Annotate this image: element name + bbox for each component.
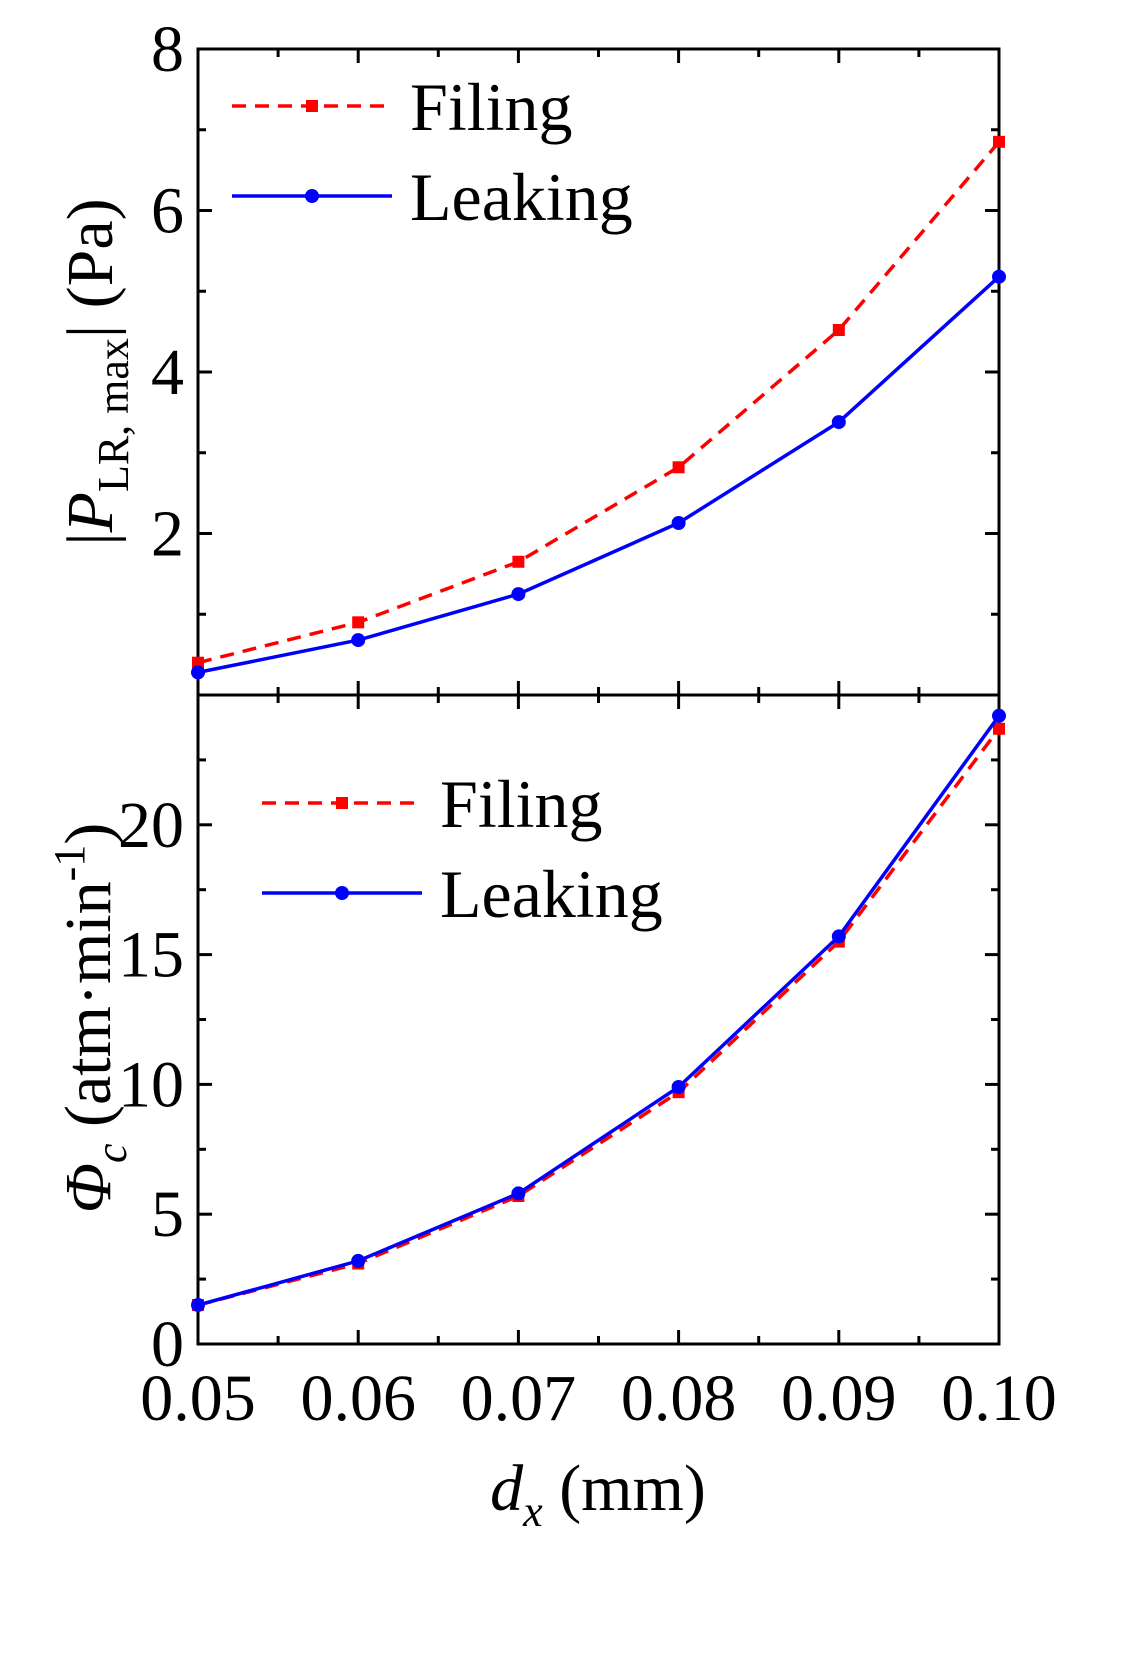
bottom-series-leaking-line	[197, 714, 1001, 1307]
bottom-series-leaking-point	[831, 929, 846, 944]
bottom-y-axis-title: Φc (atm·min-1)	[45, 823, 136, 1214]
top-series-filing-point	[993, 135, 1005, 148]
top-series-filing-point	[192, 656, 204, 669]
bottom-y-axis-title-superscript: -1	[45, 845, 94, 882]
top-series-filing-point	[352, 616, 365, 629]
bottom-series-leaking-point	[351, 1253, 366, 1268]
bottom-legend-filing-label: Filing	[440, 766, 603, 842]
top-series-filing-point	[672, 461, 685, 474]
top-legend-leaking-label: Leaking	[410, 159, 633, 235]
bottom-x-tick-label: 0.10	[941, 1362, 1057, 1435]
bottom-x-tick-label: 0.07	[461, 1362, 577, 1435]
x-axis-title-subscript: x	[522, 1487, 543, 1536]
top-y-tick-label: 4	[151, 336, 184, 409]
x-axis-title-suffix: (mm)	[543, 1452, 706, 1525]
top-y-tick-label: 2	[151, 498, 184, 571]
x-axis-title: dx (mm)	[490, 1452, 706, 1536]
bottom-x-tick-label: 0.05	[140, 1362, 256, 1435]
bottom-series-leaking-point	[511, 1186, 526, 1201]
bottom-panel: 0 5 10 15 20 0.05 0.06 0.07 0.08 0.09 0.10 Filing Le…	[45, 693, 1057, 1435]
bottom-y-tick-label: 5	[151, 1178, 184, 1251]
top-series-leaking-point	[992, 269, 1006, 284]
bottom-legend-leaking-swatch-marker	[335, 886, 349, 900]
top-series-leaking-line	[197, 275, 1001, 675]
top-series-leaking-point	[191, 665, 205, 680]
x-axis-title-text: dx (mm)	[490, 1452, 706, 1536]
top-y-axis-title-symbol: P	[54, 492, 127, 533]
x-axis-title-symbol: d	[490, 1452, 524, 1525]
bottom-series-leaking-point	[992, 708, 1006, 723]
top-series-leaking-point	[831, 415, 846, 430]
top-y-axis-title: |PLR, max| (Pa)	[54, 198, 138, 545]
bottom-x-tick-label: 0.09	[781, 1362, 897, 1435]
top-legend-filing-label: Filing	[410, 69, 573, 145]
top-series-leaking-point	[511, 587, 526, 602]
top-series-filing-point	[832, 324, 845, 337]
top-y-axis-title-suffix: | (Pa)	[54, 198, 127, 338]
bottom-series-leaking-point	[191, 1298, 205, 1313]
top-legend-leaking-swatch-marker	[305, 189, 319, 203]
top-plot-frame	[196, 47, 1001, 697]
top-y-tick-label: 6	[151, 175, 184, 248]
bottom-y-tick-label: 20	[118, 789, 184, 862]
bottom-series-leaking-point	[671, 1079, 686, 1094]
bottom-series-filing-point	[993, 722, 1005, 735]
bottom-y-axis-title-text: (atm·min	[52, 881, 125, 1143]
bottom-y-tick-label: 0	[151, 1308, 184, 1381]
top-y-tick-label: 8	[151, 13, 184, 86]
top-y-axis-title-subscript: LR, max	[89, 338, 138, 492]
bottom-y-tick-label: 15	[118, 919, 184, 992]
top-y-axis-title-prefix: |	[54, 532, 127, 545]
bottom-series-filing-line	[197, 727, 1001, 1307]
top-panel: 2 4 6 8 Filing Leaking |PLR, max| (Pa)	[54, 13, 1006, 697]
bottom-x-tick-label: 0.06	[300, 1362, 416, 1435]
bottom-legend-filing-swatch-marker	[336, 797, 348, 809]
bottom-x-tick-label: 0.08	[621, 1362, 737, 1435]
top-legend-filing-swatch-marker	[306, 100, 318, 112]
top-series-leaking-point	[351, 633, 366, 648]
bottom-y-tick-label: 10	[118, 1048, 184, 1121]
bottom-y-axis-title-symbol: Φ	[52, 1163, 125, 1213]
top-series-leaking-point	[671, 516, 686, 531]
bottom-y-axis-title-subscript: c	[87, 1143, 136, 1163]
top-series-filing-point	[512, 555, 525, 568]
bottom-y-axis-title-suffix: )	[52, 823, 125, 845]
bottom-legend-leaking-label: Leaking	[440, 856, 663, 932]
